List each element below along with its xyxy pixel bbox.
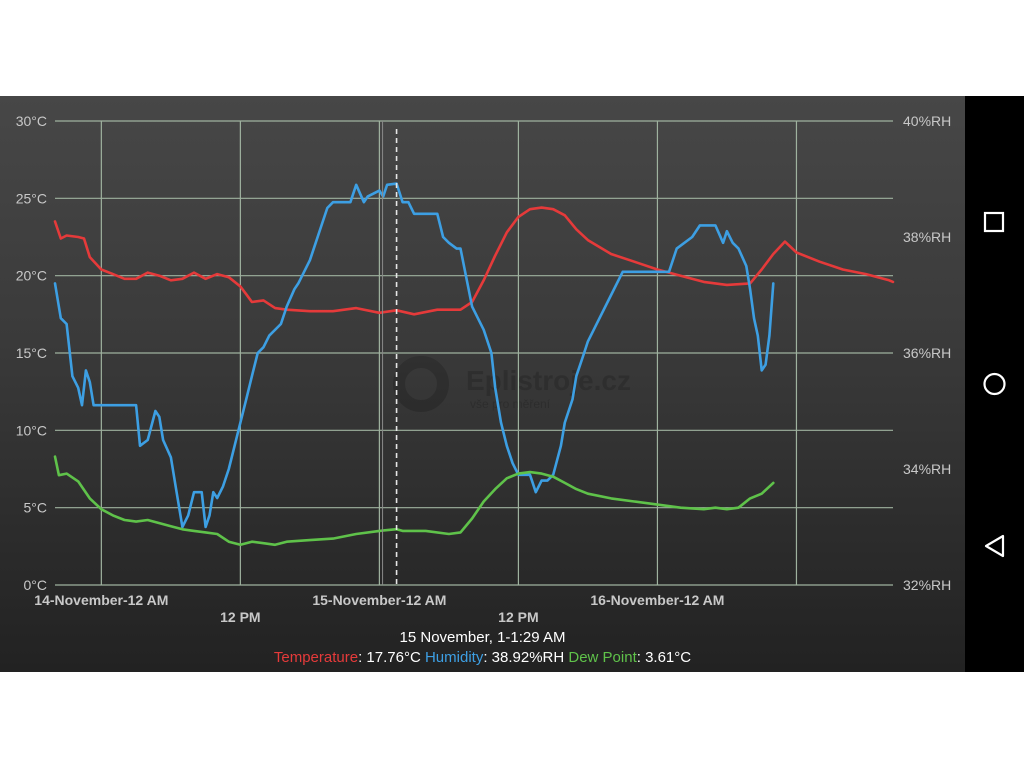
series-line-humidity — [53, 182, 775, 529]
series-line-temperature — [53, 206, 895, 316]
square-icon — [983, 211, 1005, 233]
tooltip-temperature-label: Temperature — [273, 649, 359, 666]
y-right-tick-label: 40%RH — [903, 113, 951, 129]
chart-area[interactable]: Eplistroje.cz vše pro měření 0°C 5°C 10°C 1… — [0, 96, 965, 672]
circle-icon — [983, 372, 1006, 396]
app-screen: Eplistroje.cz vše pro měření 0°C 5°C 10°C 1… — [0, 96, 1024, 672]
grid-layer — [55, 120, 893, 586]
chart-svg[interactable]: Eplistroje.cz vše pro měření 0°C 5°C 10°C 1… — [0, 96, 965, 672]
axis-layer: 0°C 5°C 10°C 15°C 20°C 25°C 30°C 32%RH 34%RH 36%R… — [16, 113, 952, 625]
tooltip-dew-value: : 3.61°C — [636, 649, 692, 666]
y-left-tick-label: 0°C — [24, 577, 48, 593]
recents-button[interactable] — [965, 197, 1024, 247]
x-tick-label: 14-November-12 AM — [34, 592, 168, 608]
y-right-tick-label: 38%RH — [903, 229, 951, 245]
tooltip-humidity-value: : 38.92%RH — [483, 649, 569, 666]
tooltip-values: Temperature: 17.76°C Humidity: 38.92%RH … — [0, 648, 965, 668]
y-left-tick-label: 30°C — [16, 113, 47, 129]
x-tick-label: 12 PM — [220, 609, 260, 625]
watermark: Eplistroje.cz vše pro měření — [393, 356, 631, 412]
tooltip: 15 November, 1-1:29 AM Temperature: 17.7… — [0, 628, 965, 668]
triangle-back-icon — [984, 534, 1005, 558]
y-right-tick-label: 34%RH — [903, 461, 951, 477]
back-button[interactable] — [965, 521, 1024, 571]
y-right-tick-label: 36%RH — [903, 345, 951, 361]
tooltip-humidity-label: Humidity — [424, 649, 484, 666]
tooltip-temperature-value: : 17.76°C — [358, 649, 425, 666]
cursor-layer — [382, 121, 398, 585]
watermark-subtitle: vše pro měření — [470, 397, 551, 411]
android-nav-bar — [965, 96, 1024, 672]
y-right-tick-label: 32%RH — [903, 577, 951, 593]
watermark-title: Eplistroje.cz — [466, 365, 631, 396]
x-tick-label: 12 PM — [498, 609, 538, 625]
watermark-logo-icon — [393, 356, 449, 412]
y-left-tick-label: 10°C — [16, 422, 47, 438]
x-tick-label: 15-November-12 AM — [312, 592, 446, 608]
y-left-tick-label: 5°C — [24, 500, 48, 516]
series-line-dew-point — [53, 455, 775, 547]
tooltip-time: 15 November, 1-1:29 AM — [399, 629, 566, 646]
home-button[interactable] — [965, 359, 1024, 409]
y-left-tick-label: 20°C — [16, 268, 47, 284]
y-left-tick-label: 15°C — [16, 345, 47, 361]
tooltip-dew-label: Dew Point — [568, 649, 637, 666]
x-tick-label: 16-November-12 AM — [590, 592, 724, 608]
y-left-tick-label: 25°C — [16, 190, 47, 206]
